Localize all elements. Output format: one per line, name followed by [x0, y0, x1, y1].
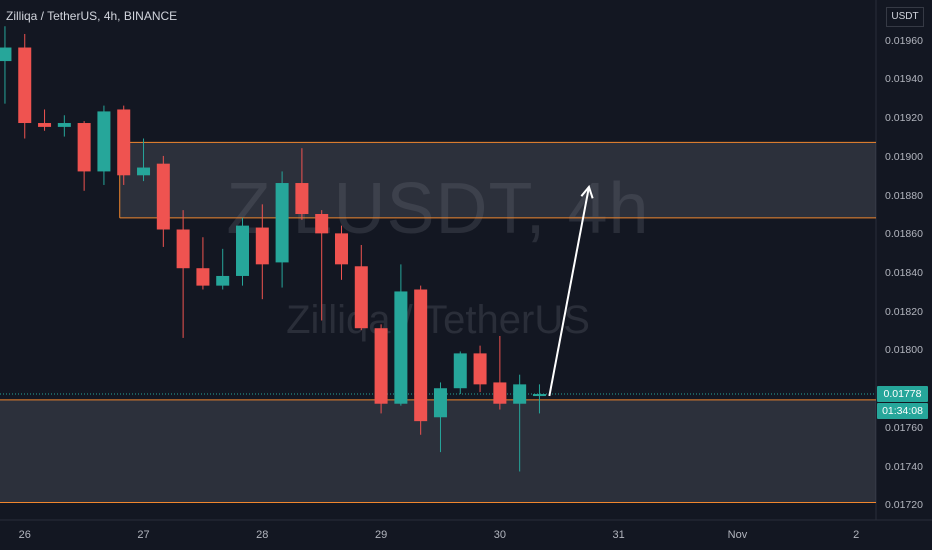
time-tick-label: 31	[613, 529, 625, 541]
candle-body	[335, 233, 348, 264]
time-tick-label: 28	[256, 529, 268, 541]
candle-body	[196, 268, 209, 285]
time-tick-label: 30	[494, 529, 506, 541]
price-tick-label: 0.01720	[885, 499, 923, 511]
candle-body	[295, 183, 308, 214]
candle-body	[414, 290, 427, 422]
candle-body	[177, 229, 190, 268]
candle-body	[434, 388, 447, 417]
candle-body	[157, 164, 170, 230]
candle-body	[78, 123, 91, 171]
candle-body	[58, 123, 71, 127]
price-tick-label: 0.01880	[885, 190, 923, 202]
price-tick-label: 0.01960	[885, 35, 923, 47]
symbol-title[interactable]: Zilliqa / TetherUS, 4h, BINANCE	[6, 9, 177, 23]
price-tick-label: 0.01940	[885, 73, 923, 85]
price-tick-label: 0.01740	[885, 461, 923, 473]
price-tick-label: 0.01900	[885, 151, 923, 163]
time-tick-label: Nov	[728, 529, 748, 541]
candle-body	[137, 168, 150, 176]
candle-body	[394, 291, 407, 403]
time-tick-label: 2	[853, 529, 859, 541]
time-tick-label: 29	[375, 529, 387, 541]
countdown-tag: 01:34:08	[877, 403, 928, 419]
candle-body	[216, 276, 229, 286]
candle-body	[236, 226, 249, 276]
candle-body	[276, 183, 289, 262]
candle-body	[493, 382, 506, 403]
candle-body	[117, 109, 130, 175]
price-tick-label: 0.01860	[885, 228, 923, 240]
candle-body	[38, 123, 51, 127]
time-tick-label: 27	[137, 529, 149, 541]
zone-fill	[120, 142, 876, 217]
last-price-tag: 0.01778	[877, 386, 928, 402]
candle-body	[355, 266, 368, 328]
currency-unit-label[interactable]: USDT	[886, 7, 924, 27]
price-tick-label: 0.01800	[885, 344, 923, 356]
price-tick-label: 0.01920	[885, 112, 923, 124]
candle-body	[375, 328, 388, 403]
candle-body	[0, 48, 11, 62]
candle-body	[256, 228, 269, 265]
candle-body	[454, 353, 467, 388]
candle-body	[18, 48, 31, 123]
price-tick-label: 0.01840	[885, 267, 923, 279]
candle-body	[533, 394, 546, 396]
candle-body	[315, 214, 328, 233]
price-tick-label: 0.01820	[885, 306, 923, 318]
time-tick-label: 26	[19, 529, 31, 541]
candle-body	[513, 384, 526, 403]
candle-body	[97, 111, 110, 171]
candle-body	[474, 353, 487, 384]
price-tick-label: 0.01760	[885, 422, 923, 434]
